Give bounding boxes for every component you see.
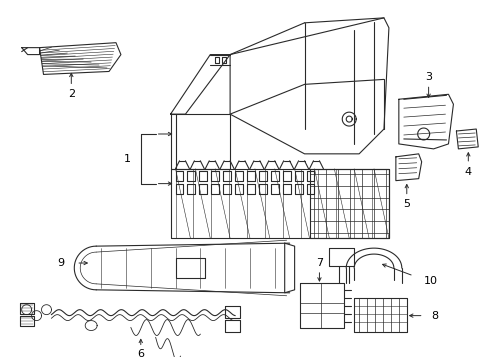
- Text: 9: 9: [57, 258, 64, 268]
- Text: 6: 6: [137, 349, 144, 359]
- Text: 10: 10: [423, 276, 437, 286]
- Text: 8: 8: [431, 311, 438, 321]
- Text: 7: 7: [315, 258, 323, 268]
- Text: 3: 3: [424, 72, 431, 82]
- Text: 4: 4: [464, 167, 471, 177]
- Text: 1: 1: [123, 154, 131, 164]
- Text: 2: 2: [68, 89, 75, 99]
- Text: 5: 5: [403, 199, 409, 210]
